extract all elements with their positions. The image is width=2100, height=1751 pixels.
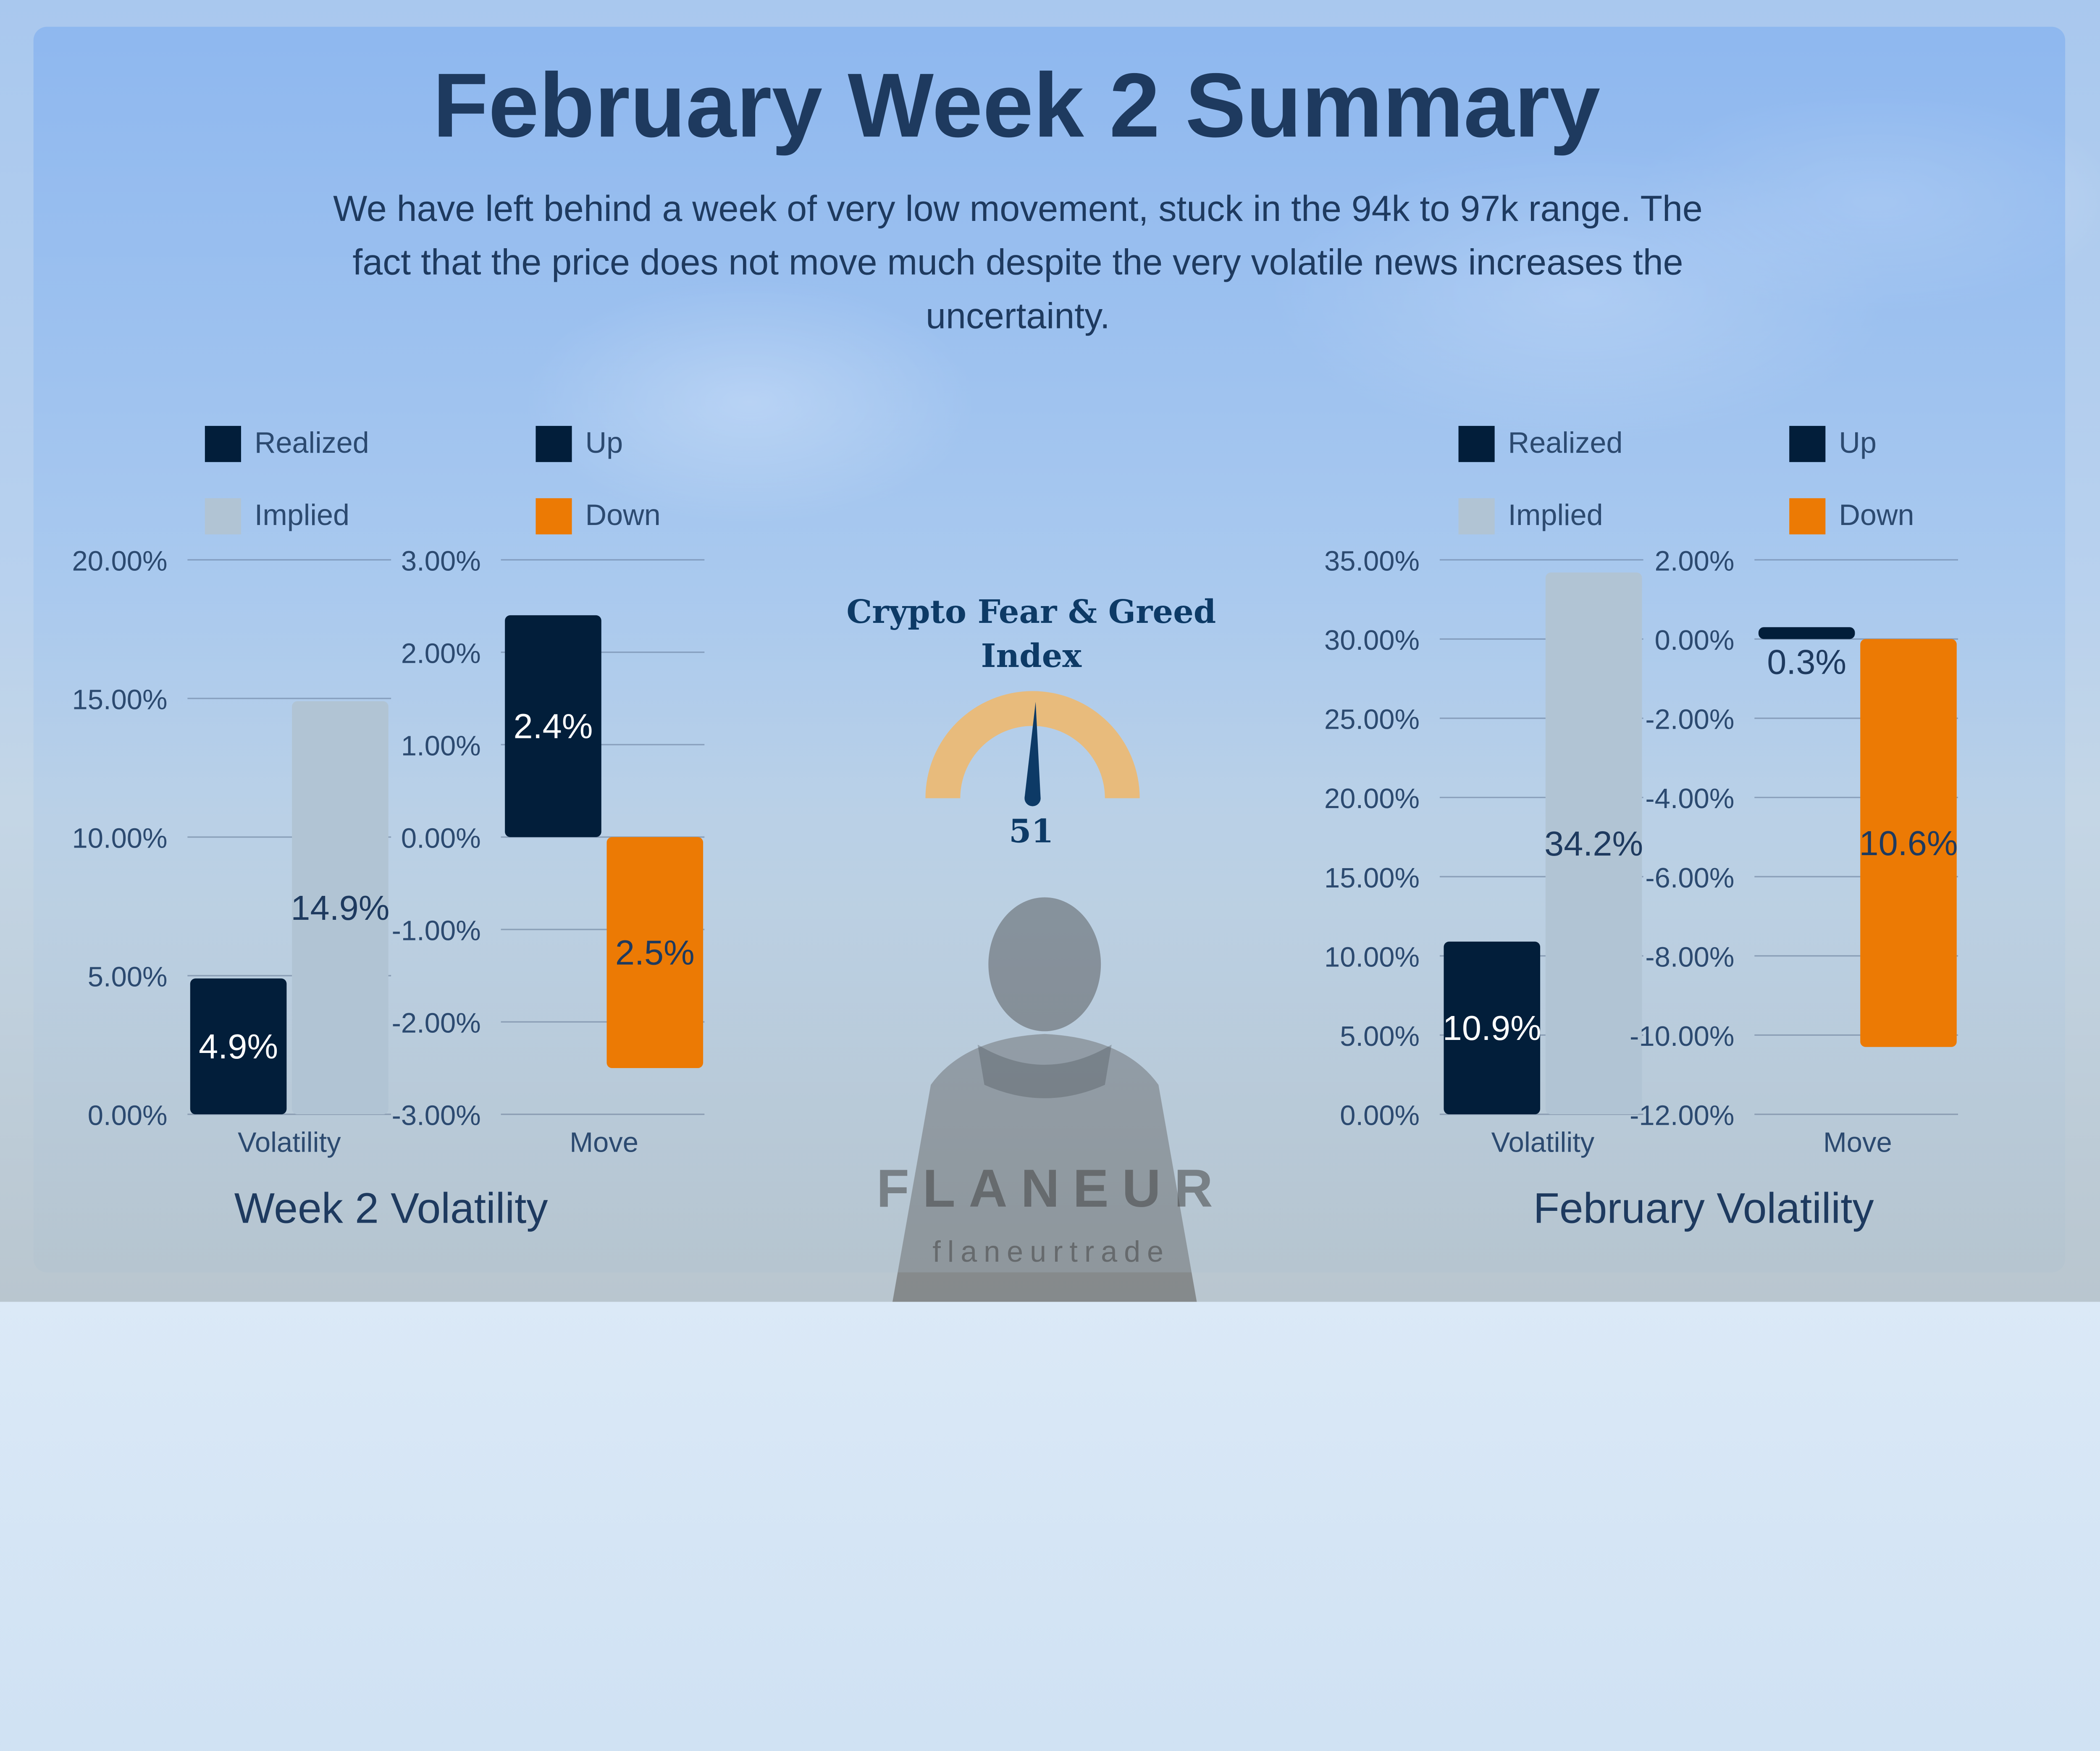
- page-title: February Week 2 Summary: [433, 55, 1601, 157]
- february-move-category-label: Move: [1823, 1126, 1892, 1158]
- february-volatility-legend-label: Realized: [1508, 426, 1623, 459]
- week2-move-ytick-label: 1.00%: [401, 730, 481, 761]
- february-volatility-ytick-label: 10.00%: [1324, 941, 1420, 973]
- february-move-ytick-label: -6.00%: [1645, 862, 1734, 894]
- week2-move-bar-down: [606, 837, 704, 1068]
- february-volatility-ytick-label: 30.00%: [1324, 625, 1420, 656]
- february-section-title: February Volatility: [1533, 1184, 1874, 1232]
- february-volatility-bar-realized: [1444, 941, 1541, 1115]
- february-move-ytick-label: -2.00%: [1645, 704, 1734, 735]
- week2-move-legend-label: Up: [585, 426, 623, 459]
- february-move-bar-down: [1860, 639, 1957, 1047]
- february-volatility-legend-swatch: [1458, 426, 1495, 462]
- february-move-data-label: 0.3%: [1767, 642, 1846, 681]
- fear-greed-title-line1: Crypto Fear & Greed: [846, 592, 1216, 631]
- february-volatility-bar-implied: [1545, 572, 1642, 1115]
- february-move-legend-swatch: [1789, 498, 1826, 535]
- fear-greed-title-line2: Index: [981, 636, 1082, 675]
- week2-move-ytick-label: -2.00%: [392, 1008, 481, 1039]
- week2-move-ytick-label: -1.00%: [392, 915, 481, 947]
- february-volatility-category-label: Volatility: [1491, 1126, 1595, 1158]
- week2-volatility-legend-label: Realized: [255, 426, 369, 459]
- week2-volatility-ytick-label: 20.00%: [72, 545, 168, 577]
- week2-move-ytick-label: 3.00%: [401, 545, 481, 577]
- brand-handle: flaneurtrade: [932, 1235, 1171, 1268]
- week2-move-legend-swatch: [536, 498, 572, 535]
- february-volatility-ytick-label: 15.00%: [1324, 862, 1420, 894]
- february-volatility-data-label: 10.9%: [1443, 1008, 1541, 1047]
- february-move-ytick-label: 0.00%: [1655, 625, 1735, 656]
- week2-move-legend-swatch: [536, 426, 572, 462]
- week2-volatility-data-label: 14.9%: [291, 888, 389, 927]
- week2-move-legend-label: Down: [585, 498, 660, 531]
- brand-logo-text: FLANEUR: [876, 1160, 1226, 1219]
- week2-section-title: Week 2 Volatility: [234, 1184, 548, 1232]
- week2-volatility-ytick-label: 15.00%: [72, 684, 168, 715]
- february-move-ytick-label: 2.00%: [1655, 545, 1735, 577]
- february-volatility-legend-swatch: [1458, 498, 1495, 535]
- summary-description: We have left behind a week of very low m…: [333, 189, 1703, 336]
- gauge-arc: [925, 691, 1140, 798]
- gauge-needle: [1024, 702, 1041, 799]
- week2-move-ytick-label: 2.00%: [401, 638, 481, 669]
- week2-move-bar-up: [505, 615, 601, 837]
- february-move-legend-swatch: [1789, 426, 1826, 462]
- fear-greed-gauge: [925, 691, 1140, 806]
- february-volatility-ytick-label: 0.00%: [1340, 1100, 1420, 1131]
- february-move-ytick-label: -8.00%: [1645, 941, 1734, 973]
- february-move-ytick-label: -4.00%: [1645, 783, 1734, 814]
- week2-move-data-label: 2.4%: [513, 707, 593, 746]
- february-volatility-ytick-label: 35.00%: [1324, 545, 1420, 577]
- february-volatility-ytick-label: 25.00%: [1324, 704, 1420, 735]
- week2-volatility-bar-implied: [292, 701, 388, 1115]
- week2-move-category-label: Move: [570, 1126, 638, 1158]
- february-move-ytick-label: -12.00%: [1630, 1100, 1734, 1131]
- charts-canvas: 0.00% 5.00% 10.00% 15.00% 20.00% 4.9% 14.9% Vol…: [72, 426, 1958, 1158]
- february-move-ytick-label: -10.00%: [1630, 1021, 1734, 1052]
- week2-volatility-ytick-label: 10.00%: [72, 822, 168, 854]
- week2-volatility-legend-swatch: [205, 498, 241, 535]
- february-volatility-ytick-label: 5.00%: [1340, 1021, 1420, 1052]
- february-move-legend-label: Up: [1839, 426, 1877, 459]
- february-move-data-label: 10.6%: [1859, 824, 1958, 863]
- week2-move-ytick-label: 0.00%: [401, 822, 481, 854]
- week2-move-ytick-label: -3.00%: [392, 1100, 481, 1131]
- february-volatility-legend-label: Implied: [1508, 498, 1603, 531]
- week2-move-data-label: 2.5%: [615, 933, 695, 972]
- fear-greed-title: Crypto Fear & Greed Index: [830, 589, 1232, 677]
- february-move-bar-up: [1758, 627, 1855, 639]
- week2-volatility-ytick-label: 0.00%: [88, 1100, 168, 1131]
- week2-volatility-ytick-label: 5.00%: [88, 961, 168, 993]
- gauge-needle-hub: [1024, 790, 1041, 806]
- fear-greed-value: 51: [1009, 811, 1054, 851]
- february-move-legend-label: Down: [1839, 498, 1914, 531]
- week2-volatility-category-label: Volatility: [238, 1126, 341, 1158]
- february-volatility-data-label: 34.2%: [1544, 824, 1643, 863]
- week2-volatility-data-label: 4.9%: [199, 1027, 278, 1066]
- february-volatility-ytick-label: 20.00%: [1324, 783, 1420, 814]
- week2-volatility-legend-swatch: [205, 426, 241, 462]
- week2-volatility-legend-label: Implied: [255, 498, 349, 531]
- week2-volatility-bar-realized: [190, 978, 287, 1115]
